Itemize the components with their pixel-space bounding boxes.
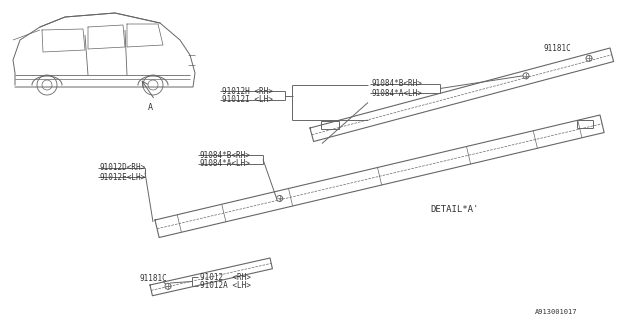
- Text: A: A: [147, 102, 152, 111]
- Text: 91084*A<LH>: 91084*A<LH>: [372, 89, 423, 98]
- Text: 91012I <LH>: 91012I <LH>: [222, 95, 273, 105]
- Text: 91012H <RH>: 91012H <RH>: [222, 86, 273, 95]
- Text: A913001017: A913001017: [535, 309, 577, 315]
- Text: 91084*A<LH>: 91084*A<LH>: [200, 159, 251, 169]
- Text: 91012D<RH>: 91012D<RH>: [100, 164, 147, 172]
- Text: 91084*B<RH>: 91084*B<RH>: [372, 79, 423, 89]
- Text: 91012  <RH>: 91012 <RH>: [200, 273, 251, 282]
- Text: 91012E<LH>: 91012E<LH>: [100, 172, 147, 181]
- Text: 91181C: 91181C: [140, 274, 168, 283]
- Text: 91012A <LH>: 91012A <LH>: [200, 282, 251, 291]
- Text: DETAIL*A': DETAIL*A': [430, 205, 478, 214]
- Text: 91181C: 91181C: [543, 44, 571, 53]
- Text: 91084*B<RH>: 91084*B<RH>: [200, 150, 251, 159]
